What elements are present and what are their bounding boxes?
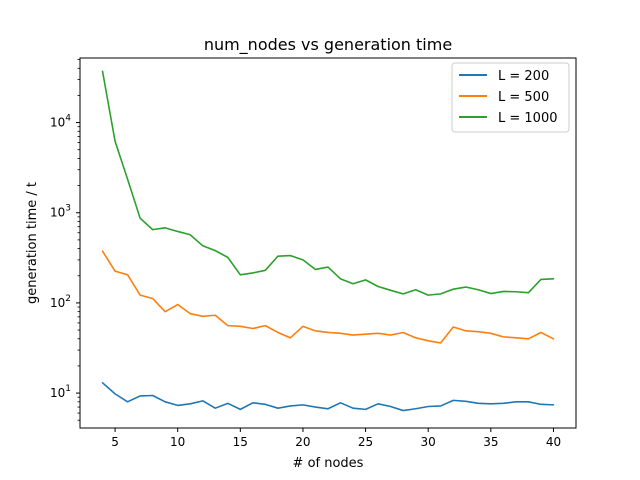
x-axis: 5 10 15 20 25 30 35 40 [111, 428, 561, 449]
x-tick-label: 30 [421, 435, 436, 449]
x-tick-label: 10 [170, 435, 185, 449]
series-line-1 [101, 382, 555, 412]
legend-label-2: L = 500 [498, 90, 549, 105]
chart-title: num_nodes vs generation time [204, 35, 452, 55]
plot-frame [79, 57, 577, 429]
x-axis-label: # of nodes [293, 456, 364, 471]
legend-label-3: L = 1000 [498, 111, 557, 126]
y-axis-label: generation time / t [25, 182, 40, 304]
x-tick-label: 35 [483, 435, 498, 449]
x-tick-label: 25 [358, 435, 373, 449]
x-tick-label: 15 [233, 435, 248, 449]
x-tick-label: 20 [295, 435, 310, 449]
x-tick-label: 5 [111, 435, 119, 449]
series-line-2 [101, 250, 555, 344]
legend-label-1: L = 200 [498, 69, 549, 84]
legend: L = 200 L = 500 L = 1000 [451, 62, 570, 133]
legend-box [451, 62, 570, 133]
series-layer [101, 70, 555, 412]
x-tick-label: 40 [546, 435, 561, 449]
series-line-3 [101, 70, 555, 296]
